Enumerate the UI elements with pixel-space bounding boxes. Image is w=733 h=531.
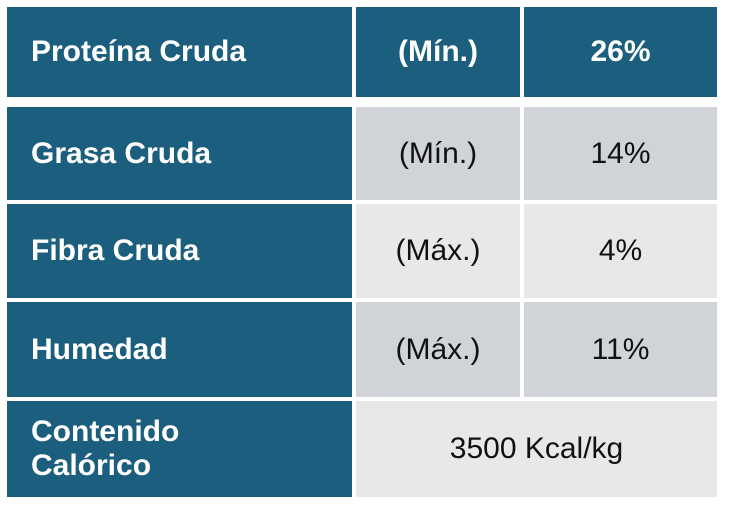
cell: (Máx.) <box>356 302 520 397</box>
cell: 4% <box>524 204 717 298</box>
row-label: Contenido Calórico <box>7 401 352 497</box>
header-cell: 26% <box>524 7 717 97</box>
cell: 3500 Kcal/kg <box>356 401 717 497</box>
cell: (Máx.) <box>356 204 520 298</box>
row-label: Grasa Cruda <box>7 107 352 200</box>
header-cell: Proteína Cruda <box>7 7 352 97</box>
header-cell: (Mín.) <box>356 7 520 97</box>
cell: 14% <box>524 107 717 200</box>
row-label: Fibra Cruda <box>7 204 352 298</box>
row-label: Humedad <box>7 302 352 397</box>
cell: 11% <box>524 302 717 397</box>
cell: (Mín.) <box>356 107 520 200</box>
